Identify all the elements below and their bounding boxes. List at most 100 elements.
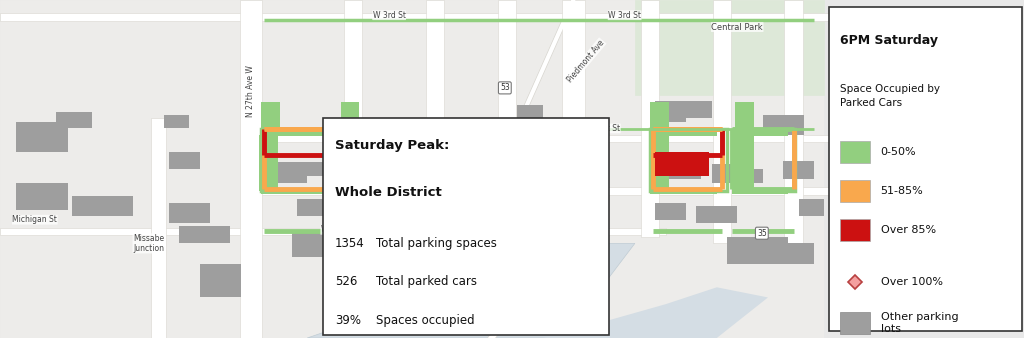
- Text: 39%: 39%: [335, 314, 360, 327]
- Bar: [635, 0, 824, 95]
- Text: Missabe
Junction: Missabe Junction: [133, 234, 164, 253]
- Bar: [341, 102, 359, 136]
- Bar: [735, 129, 795, 191]
- Bar: [840, 312, 870, 334]
- Polygon shape: [543, 287, 768, 338]
- Bar: [56, 112, 92, 128]
- Bar: [650, 129, 727, 191]
- Bar: [261, 102, 280, 136]
- Bar: [292, 230, 343, 257]
- Bar: [517, 203, 543, 223]
- Bar: [840, 219, 870, 241]
- Bar: [358, 130, 430, 136]
- Bar: [344, 0, 362, 237]
- Bar: [164, 115, 189, 128]
- Bar: [763, 115, 804, 135]
- Bar: [466, 162, 486, 176]
- Bar: [660, 159, 701, 179]
- Bar: [0, 0, 824, 338]
- Bar: [72, 196, 133, 216]
- Bar: [641, 0, 659, 237]
- Text: 0-50%: 0-50%: [881, 147, 916, 157]
- Bar: [0, 228, 666, 235]
- Bar: [271, 162, 307, 183]
- Bar: [735, 102, 754, 136]
- Bar: [829, 7, 1022, 331]
- Text: 35: 35: [546, 259, 556, 268]
- Bar: [297, 162, 323, 176]
- Bar: [16, 122, 68, 152]
- Bar: [323, 118, 609, 335]
- Bar: [261, 129, 343, 191]
- Bar: [840, 141, 870, 163]
- Bar: [517, 166, 543, 183]
- Bar: [650, 102, 669, 136]
- Text: 1354: 1354: [335, 237, 365, 249]
- Text: W 3rd St: W 3rd St: [608, 11, 641, 20]
- Text: W 3rd St: W 3rd St: [373, 11, 406, 20]
- Bar: [369, 169, 399, 183]
- Bar: [297, 199, 323, 216]
- Text: Other parking
lots: Other parking lots: [881, 312, 958, 334]
- Bar: [369, 199, 410, 216]
- Text: Whole District: Whole District: [335, 186, 441, 199]
- Bar: [246, 187, 829, 195]
- Bar: [420, 162, 445, 176]
- Bar: [712, 164, 737, 183]
- Bar: [152, 118, 166, 338]
- Bar: [650, 130, 717, 136]
- Bar: [261, 188, 348, 194]
- Bar: [824, 0, 1024, 338]
- Text: 6PM Saturday: 6PM Saturday: [840, 34, 938, 47]
- Text: 53: 53: [500, 83, 510, 92]
- Bar: [169, 203, 210, 223]
- Bar: [799, 199, 824, 216]
- Bar: [783, 161, 814, 179]
- Bar: [650, 135, 669, 191]
- Bar: [259, 135, 278, 191]
- Bar: [358, 129, 430, 191]
- Bar: [169, 152, 200, 169]
- Bar: [686, 101, 712, 118]
- Bar: [358, 188, 430, 194]
- Bar: [451, 223, 507, 257]
- Text: Space Occupied by
Parked Cars: Space Occupied by Parked Cars: [840, 84, 940, 108]
- Bar: [650, 188, 717, 194]
- Text: 1st St: 1st St: [598, 124, 621, 133]
- Text: Over 85%: Over 85%: [881, 225, 936, 235]
- Bar: [732, 130, 788, 136]
- Bar: [784, 0, 803, 243]
- Text: Saturday Peak:: Saturday Peak:: [335, 139, 450, 151]
- Text: N 27th Ave W: N 27th Ave W: [247, 65, 255, 117]
- Bar: [498, 0, 516, 237]
- Text: Michigan St: Michigan St: [12, 215, 57, 224]
- Bar: [517, 105, 543, 122]
- Bar: [773, 243, 814, 264]
- Bar: [655, 101, 686, 122]
- Bar: [200, 264, 241, 297]
- Text: Total parking spaces: Total parking spaces: [376, 237, 497, 249]
- Bar: [737, 169, 763, 183]
- Bar: [538, 162, 558, 176]
- Bar: [735, 135, 754, 191]
- Bar: [246, 135, 829, 142]
- Text: W Michigan St: W Michigan St: [321, 225, 376, 234]
- Bar: [389, 172, 415, 186]
- Bar: [179, 226, 230, 243]
- Bar: [727, 237, 788, 264]
- Text: 35: 35: [757, 229, 767, 238]
- Bar: [562, 0, 585, 243]
- Text: Spaces occupied: Spaces occupied: [376, 314, 474, 327]
- Bar: [655, 203, 686, 220]
- Text: Superior St: Superior St: [414, 185, 457, 194]
- Bar: [240, 0, 262, 338]
- Polygon shape: [307, 243, 635, 338]
- Bar: [713, 0, 731, 243]
- Bar: [655, 152, 709, 176]
- Bar: [0, 13, 829, 21]
- Text: Over 100%: Over 100%: [881, 277, 943, 287]
- Bar: [426, 0, 444, 237]
- Bar: [341, 135, 359, 191]
- Text: Total parked cars: Total parked cars: [376, 275, 477, 288]
- Bar: [732, 188, 788, 194]
